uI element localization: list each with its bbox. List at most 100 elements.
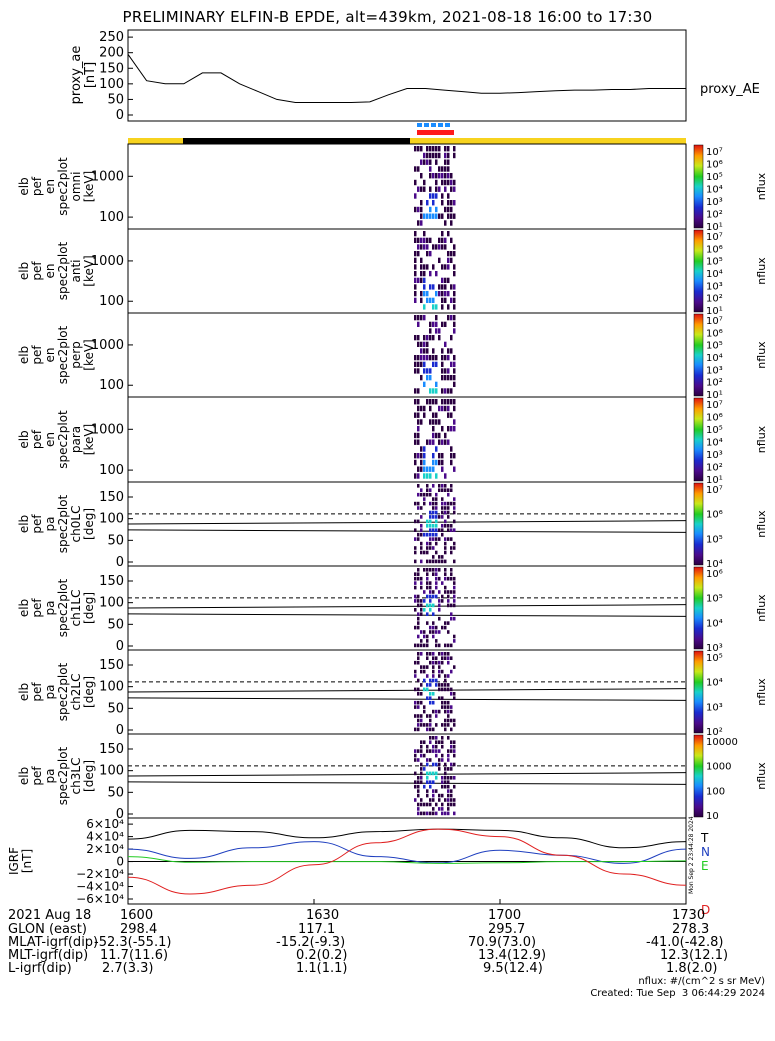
colorbar-tick-label: 10⁴ bbox=[706, 678, 723, 689]
spectrogram-cell bbox=[447, 798, 450, 802]
spectrogram-cell bbox=[435, 789, 438, 793]
colorbar-tick-label: 10⁴ bbox=[706, 438, 723, 449]
spectrogram-cell bbox=[420, 146, 423, 152]
spectrogram-cell bbox=[447, 439, 450, 445]
ylabel-line: pef bbox=[30, 345, 44, 365]
y-tick-label: 1000 bbox=[91, 169, 124, 184]
spectrogram-cell bbox=[438, 237, 441, 243]
colorbar-tick-label: 10¹ bbox=[706, 306, 723, 317]
spectrogram-cell bbox=[438, 660, 441, 665]
spectrogram-cell bbox=[432, 361, 435, 367]
spectrogram-cell bbox=[417, 419, 420, 425]
spectrogram-cell bbox=[438, 687, 441, 692]
spectrogram-cell bbox=[453, 696, 456, 700]
spectrogram-cell bbox=[438, 643, 441, 648]
spectrogram-cell bbox=[450, 687, 453, 692]
spectrogram-cell bbox=[453, 585, 456, 590]
spectrogram-cell bbox=[441, 802, 444, 807]
y-tick-label: 0 bbox=[116, 723, 124, 738]
y-tick-label: 250 bbox=[99, 30, 124, 45]
spectrogram-cell bbox=[417, 687, 420, 692]
spectrogram-cell bbox=[435, 492, 438, 497]
spectrogram-cell bbox=[420, 355, 423, 361]
spectrogram-cell bbox=[432, 321, 435, 327]
ylabel-line: [keV] bbox=[82, 339, 96, 370]
proxy-ae-series-label: proxy_AE bbox=[700, 82, 760, 97]
spectrogram-cell bbox=[426, 771, 429, 776]
spectrogram-cell bbox=[417, 714, 420, 718]
spectrogram-cell bbox=[426, 652, 429, 656]
spectrogram-cell bbox=[453, 776, 456, 780]
spectrogram-cell bbox=[447, 277, 450, 283]
spectrogram-cell bbox=[441, 625, 444, 630]
spectrogram-cell bbox=[450, 179, 453, 186]
ylabel-line: elb bbox=[17, 599, 31, 617]
loss-cone-line bbox=[127, 781, 687, 785]
spectrogram-cell bbox=[420, 546, 423, 550]
spectrogram-cell bbox=[444, 368, 447, 374]
spectrogram-cell bbox=[420, 405, 423, 412]
spectrogram-cell bbox=[438, 213, 441, 219]
spectrogram-cell bbox=[435, 776, 438, 780]
spectrogram-cell bbox=[420, 630, 423, 634]
spectrogram-cell bbox=[426, 762, 429, 767]
spectrogram-cell bbox=[423, 643, 426, 648]
spectrogram-cell bbox=[438, 576, 441, 581]
spectrogram-cell bbox=[414, 576, 417, 581]
spectrogram-cell bbox=[450, 776, 453, 780]
spectrogram-cell bbox=[426, 683, 429, 687]
spectrogram-cell bbox=[435, 802, 438, 807]
spectrogram-cell bbox=[438, 537, 441, 541]
footer-value: -52.3(-55.1) bbox=[94, 935, 172, 950]
spectrogram-cell bbox=[417, 802, 420, 807]
spectrogram-cell bbox=[423, 335, 426, 341]
spectrogram-cell bbox=[429, 608, 432, 612]
spectrogram-cell bbox=[450, 692, 453, 696]
created-footnote: Created: Tue Sep 3 06:44:29 2024 bbox=[590, 988, 765, 999]
spectrogram-cell bbox=[441, 510, 444, 515]
spectrogram-cell bbox=[444, 723, 447, 727]
spectrogram-cell bbox=[450, 550, 453, 555]
ylabel-line: pef bbox=[30, 261, 44, 281]
spectrogram-cell bbox=[444, 439, 447, 445]
spectrogram-cell bbox=[450, 348, 453, 354]
spectrogram-cell bbox=[414, 251, 417, 257]
ylabel-line: elb bbox=[17, 262, 31, 280]
spectrogram-cell bbox=[423, 213, 426, 219]
colorbar-unit: nflux bbox=[755, 678, 768, 706]
spectrogram-cell bbox=[447, 594, 450, 599]
colorbar-unit: nflux bbox=[755, 762, 768, 790]
spectrogram-cell bbox=[417, 723, 420, 727]
spectrogram-cell bbox=[441, 355, 444, 361]
spectrogram-cell bbox=[426, 375, 429, 381]
colorbar-unit: nflux bbox=[755, 425, 768, 453]
spectrogram-cell bbox=[447, 426, 450, 432]
spectrogram-cell bbox=[453, 753, 456, 758]
spectrogram-cell bbox=[417, 625, 420, 630]
spectrogram-cell bbox=[444, 537, 447, 541]
spectrogram-cell bbox=[435, 519, 438, 524]
spectrogram-cell bbox=[435, 315, 438, 321]
spectrogram-cell bbox=[417, 700, 420, 705]
spectrogram-cell bbox=[447, 173, 450, 179]
ylabel-line: [nT] bbox=[20, 849, 34, 873]
spectrogram-cell bbox=[414, 550, 417, 555]
spectrogram-cell bbox=[426, 603, 429, 608]
colorbar-tick-label: 10³ bbox=[706, 365, 723, 376]
footer-value: 0.2(0.2) bbox=[296, 948, 348, 963]
spectrogram-cell bbox=[417, 793, 420, 798]
spectrogram-cell bbox=[429, 652, 432, 656]
spectrogram-cell bbox=[429, 740, 432, 744]
spectrogram-cell bbox=[435, 568, 438, 572]
spectrogram-cell bbox=[444, 152, 447, 159]
spectrogram-cell bbox=[429, 519, 432, 524]
spectrogram-cell bbox=[438, 665, 441, 669]
spectrogram-cell bbox=[432, 568, 435, 572]
spectrogram-cell bbox=[435, 656, 438, 660]
spectrogram-cell bbox=[423, 709, 426, 714]
spectrogram-cell bbox=[441, 652, 444, 656]
spectrogram-cell bbox=[453, 594, 456, 599]
spectrogram-cell bbox=[417, 537, 420, 541]
spectrogram-cell bbox=[417, 652, 420, 656]
spectrogram-cell bbox=[453, 798, 456, 802]
